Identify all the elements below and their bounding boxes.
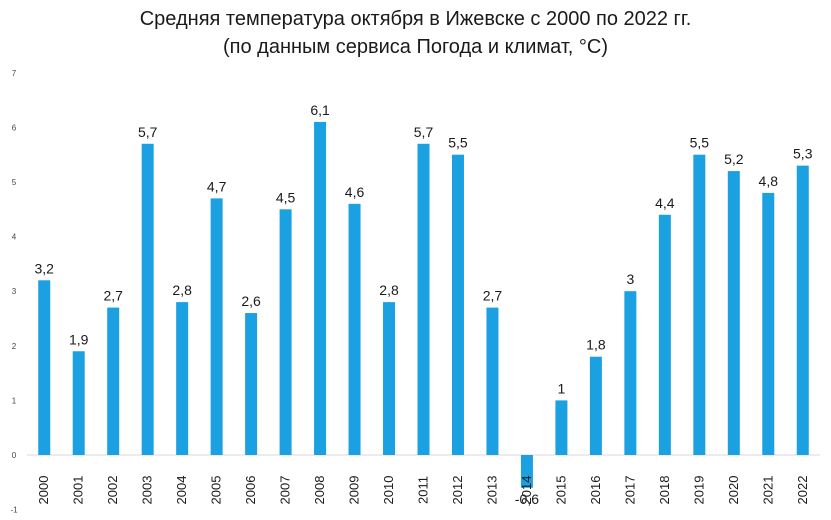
data-label: 4,6 xyxy=(345,184,365,200)
data-label: -0,6 xyxy=(515,491,539,507)
x-tick-label: 2008 xyxy=(312,476,327,505)
x-tick-label: 2011 xyxy=(416,476,431,504)
x-tick-label: 2019 xyxy=(691,476,706,505)
bar-2001 xyxy=(72,351,85,455)
data-label: 2,7 xyxy=(103,288,123,304)
data-label: 1 xyxy=(558,380,566,396)
data-label: 5,5 xyxy=(690,135,710,151)
data-label: 3 xyxy=(626,271,634,287)
data-label: 1,8 xyxy=(586,337,606,353)
bar-2021 xyxy=(762,192,775,456)
bar-2012 xyxy=(451,154,464,455)
y-tick-label: 4 xyxy=(12,233,17,242)
bar-2013 xyxy=(486,307,499,455)
bar-2018 xyxy=(658,214,671,455)
x-tick-label: 2014 xyxy=(519,476,534,505)
bar-2009 xyxy=(348,203,361,455)
data-label: 5,5 xyxy=(448,135,468,151)
bar-2015 xyxy=(555,400,568,455)
x-tick-label: 2010 xyxy=(381,476,396,505)
bar-2003 xyxy=(141,143,154,455)
data-label: 2,8 xyxy=(379,282,399,298)
bar-2020 xyxy=(727,171,740,455)
y-tick-label: 6 xyxy=(12,123,17,132)
x-tick-label: 2001 xyxy=(71,476,86,505)
x-tick-label: 2013 xyxy=(484,476,499,505)
y-tick-label: 0 xyxy=(12,451,17,460)
data-label: 5,2 xyxy=(724,151,744,167)
x-tick-label: 2003 xyxy=(140,476,155,505)
y-tick-label: 2 xyxy=(12,342,17,351)
bar-2008 xyxy=(314,121,327,455)
data-label: 6,1 xyxy=(310,102,330,118)
x-tick-label: 2020 xyxy=(726,476,741,505)
bar-2019 xyxy=(693,154,706,455)
x-tick-label: 2005 xyxy=(209,476,224,505)
bar-2005 xyxy=(210,198,223,455)
bar-2000 xyxy=(38,280,51,455)
y-tick-label: 7 xyxy=(12,69,17,78)
bar-2017 xyxy=(624,291,637,455)
bar-2010 xyxy=(383,302,396,455)
data-label: 4,4 xyxy=(655,195,675,211)
bar-2016 xyxy=(589,356,602,455)
x-tick-label: 2007 xyxy=(278,476,293,505)
bar-2006 xyxy=(245,313,258,455)
bar-2011 xyxy=(417,143,430,455)
y-tick-label: 1 xyxy=(12,396,17,405)
data-label: 4,7 xyxy=(207,178,227,194)
bar-2022 xyxy=(796,165,809,455)
x-tick-label: 2018 xyxy=(657,476,672,505)
bar-2004 xyxy=(176,302,189,455)
bar-2007 xyxy=(279,209,292,455)
x-tick-label: 2009 xyxy=(347,476,362,505)
data-label: 5,7 xyxy=(414,124,434,140)
data-label: 2,7 xyxy=(483,288,503,304)
x-tick-label: 2000 xyxy=(36,476,51,505)
data-label: 2,8 xyxy=(172,282,192,298)
data-label: 5,3 xyxy=(793,146,813,162)
data-label: 3,2 xyxy=(35,260,55,276)
x-tick-label: 2006 xyxy=(243,476,258,505)
data-label: 2,6 xyxy=(241,293,261,309)
x-tick-label: 2016 xyxy=(588,476,603,505)
y-tick-label: 3 xyxy=(12,287,17,296)
data-label: 4,5 xyxy=(276,189,296,205)
data-label: 5,7 xyxy=(138,124,158,140)
data-label: 1,9 xyxy=(69,331,89,347)
chart-title: Средняя температура октября в Ижевске с … xyxy=(139,8,692,30)
x-tick-label: 2002 xyxy=(105,476,120,505)
y-tick-label: 5 xyxy=(12,178,17,187)
y-tick-label: -1 xyxy=(10,506,18,515)
bar-2002 xyxy=(107,307,120,455)
chart-subtitle: (по данным сервиса Погода и климат, °C) xyxy=(223,36,608,58)
x-tick-label: 2021 xyxy=(760,476,775,505)
data-label: 4,8 xyxy=(759,173,779,189)
x-tick-label: 2017 xyxy=(622,476,637,505)
x-tick-label: 2022 xyxy=(795,476,810,505)
bar-2014 xyxy=(520,455,533,488)
x-tick-label: 2012 xyxy=(450,476,465,505)
x-tick-label: 2004 xyxy=(174,476,189,505)
x-tick-label: 2015 xyxy=(553,476,568,505)
